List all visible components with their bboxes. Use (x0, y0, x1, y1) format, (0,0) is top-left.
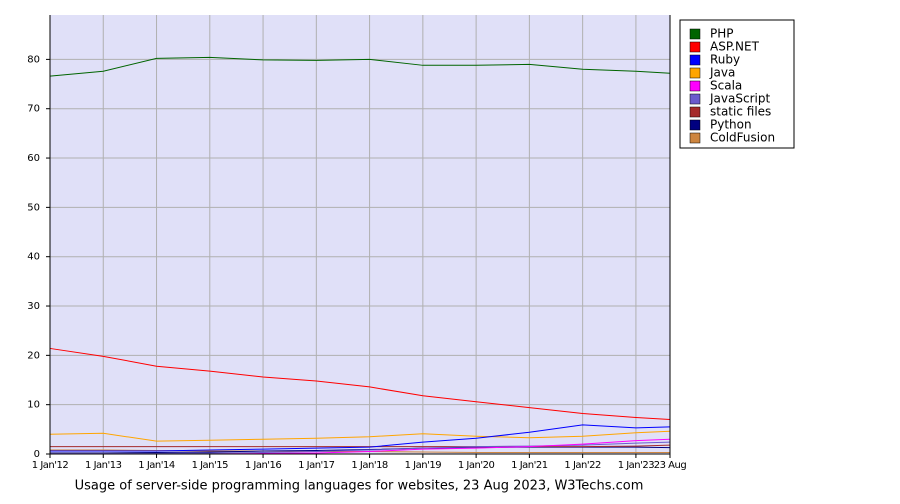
legend-swatch (689, 67, 701, 79)
x-tick-label: 1 Jan'22 (564, 460, 601, 471)
legend-label: Scala (710, 79, 742, 93)
y-tick-label: 30 (27, 301, 40, 312)
x-tick-label: 1 Jan'18 (351, 460, 388, 471)
legend-swatch (689, 93, 701, 105)
legend-label: PHP (710, 27, 734, 41)
x-tick-label: 1 Jan'13 (85, 460, 122, 471)
y-tick-label: 0 (34, 449, 40, 460)
legend-label: JavaScript (709, 92, 770, 106)
legend-swatch (689, 41, 701, 53)
legend-swatch (689, 80, 701, 92)
legend-label: Java (709, 66, 735, 80)
x-tick-label: 1 Jan'19 (405, 460, 442, 471)
legend-label: ASP.NET (710, 40, 760, 54)
y-tick-label: 80 (27, 54, 40, 65)
y-tick-label: 60 (27, 153, 40, 164)
legend-label: Ruby (710, 53, 740, 67)
x-tick-label: 23 Aug (654, 460, 687, 471)
legend-swatch (689, 119, 701, 131)
legend-swatch (689, 132, 701, 144)
series-line (49, 56, 671, 77)
y-tick-label: 50 (27, 202, 40, 213)
legend-swatch (689, 106, 701, 118)
series-line (49, 430, 671, 442)
x-tick-label: 1 Jan'15 (192, 460, 229, 471)
x-tick-label: 1 Jan'23 (618, 460, 655, 471)
legend-label: ColdFusion (710, 131, 775, 145)
legend-swatch (689, 28, 701, 40)
y-tick-label: 20 (27, 350, 40, 361)
x-tick-label: 1 Jan'14 (138, 460, 175, 471)
x-tick-label: 1 Jan'17 (298, 460, 335, 471)
chart-title: Usage of server-side programming languag… (75, 479, 644, 494)
series-line (49, 347, 671, 420)
plot-area (50, 15, 670, 454)
series-line (50, 424, 671, 452)
legend-label: static files (710, 105, 771, 119)
y-tick-label: 40 (27, 252, 40, 263)
x-tick-label: 1 Jan'21 (511, 460, 548, 471)
y-tick-label: 70 (27, 104, 40, 115)
x-tick-label: 1 Jan'16 (245, 460, 282, 471)
y-tick-label: 10 (27, 400, 40, 411)
x-tick-label: 1 Jan'12 (32, 460, 69, 471)
legend-label: Python (710, 118, 752, 132)
x-tick-label: 1 Jan'20 (458, 460, 495, 471)
legend-swatch (689, 54, 701, 66)
